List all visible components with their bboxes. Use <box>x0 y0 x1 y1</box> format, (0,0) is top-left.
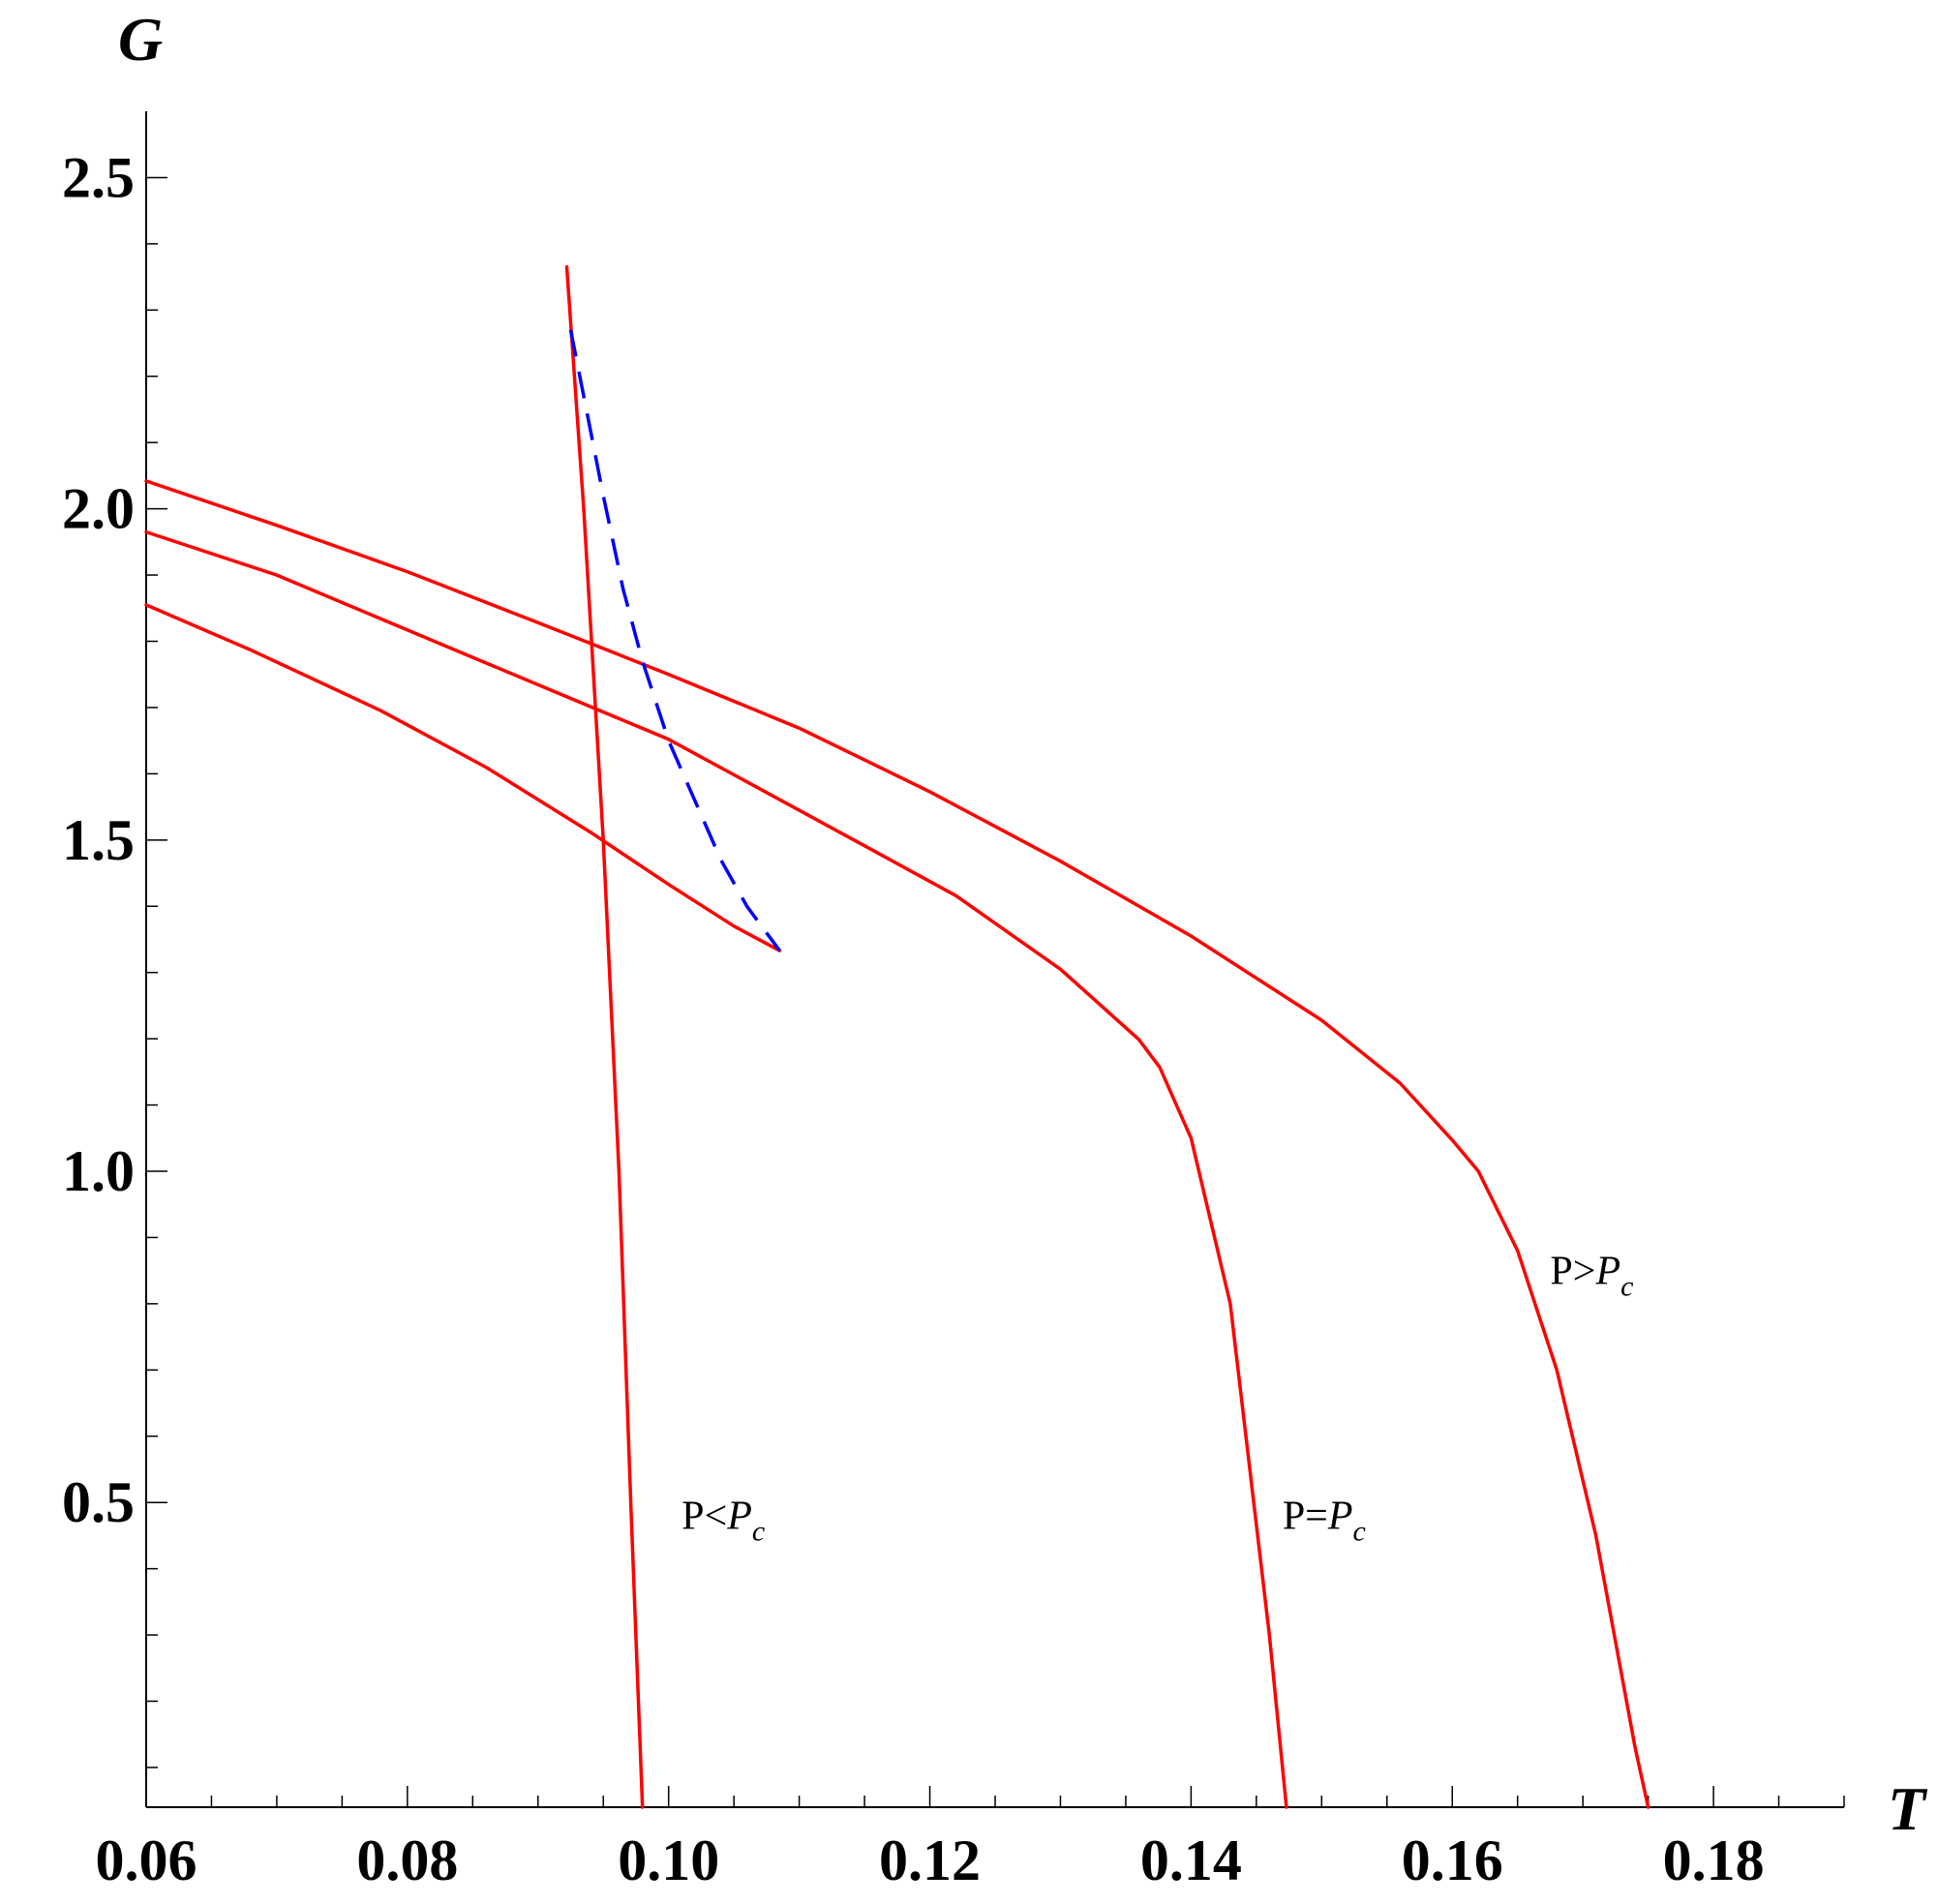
y-tick-label: 0.5 <box>62 1470 135 1534</box>
annotation-variable: P <box>1594 1249 1620 1293</box>
y-tick-label: 2.5 <box>62 145 135 209</box>
annotations: P<Pc P=PcP>Pc <box>681 1249 1633 1547</box>
annotation-variable: P <box>1327 1495 1353 1539</box>
annotation-variable: P <box>726 1495 752 1539</box>
series-line-3 <box>144 479 1650 1809</box>
series-line-2 <box>144 529 1288 1809</box>
annotation-relation: P= <box>1283 1495 1328 1539</box>
dashed-series-line-5 <box>568 329 781 952</box>
series-group <box>144 265 1650 1809</box>
x-tick-label: 0.12 <box>879 1828 981 1892</box>
x-tick-label: 0.08 <box>356 1828 458 1892</box>
annotation-subscript: c <box>752 1516 765 1548</box>
series-line-1 <box>144 603 782 952</box>
annotation-relation: P< <box>681 1495 727 1539</box>
y-tick-label: 2.0 <box>62 477 135 541</box>
x-axis-label: T <box>1888 1774 1928 1843</box>
y-axis-label: G <box>118 5 163 74</box>
annotation-subscript: c <box>1620 1270 1633 1302</box>
series-annotation-1: P<Pc <box>681 1495 765 1548</box>
series-annotation-2: P=Pc <box>1283 1495 1366 1548</box>
y-tick-label: 1.0 <box>62 1139 135 1203</box>
axes: 0.06 0.08 0.10 0.12 0.14 0.16 0.18 0.5 1.0 1.5 2.0… <box>62 111 1845 1892</box>
x-tick-label: 0.14 <box>1140 1828 1242 1892</box>
series-line-4 <box>564 265 645 1809</box>
x-tick-label: 0.06 <box>96 1828 197 1892</box>
y-tick-label: 1.5 <box>62 808 135 872</box>
series-annotation-3: P>Pc <box>1550 1249 1633 1302</box>
x-tick-label: 0.16 <box>1402 1828 1503 1892</box>
annotation-relation: P> <box>1550 1249 1595 1293</box>
annotation-subscript: c <box>1353 1516 1366 1548</box>
x-tick-label: 0.18 <box>1663 1828 1765 1892</box>
x-tick-label: 0.10 <box>618 1828 719 1892</box>
